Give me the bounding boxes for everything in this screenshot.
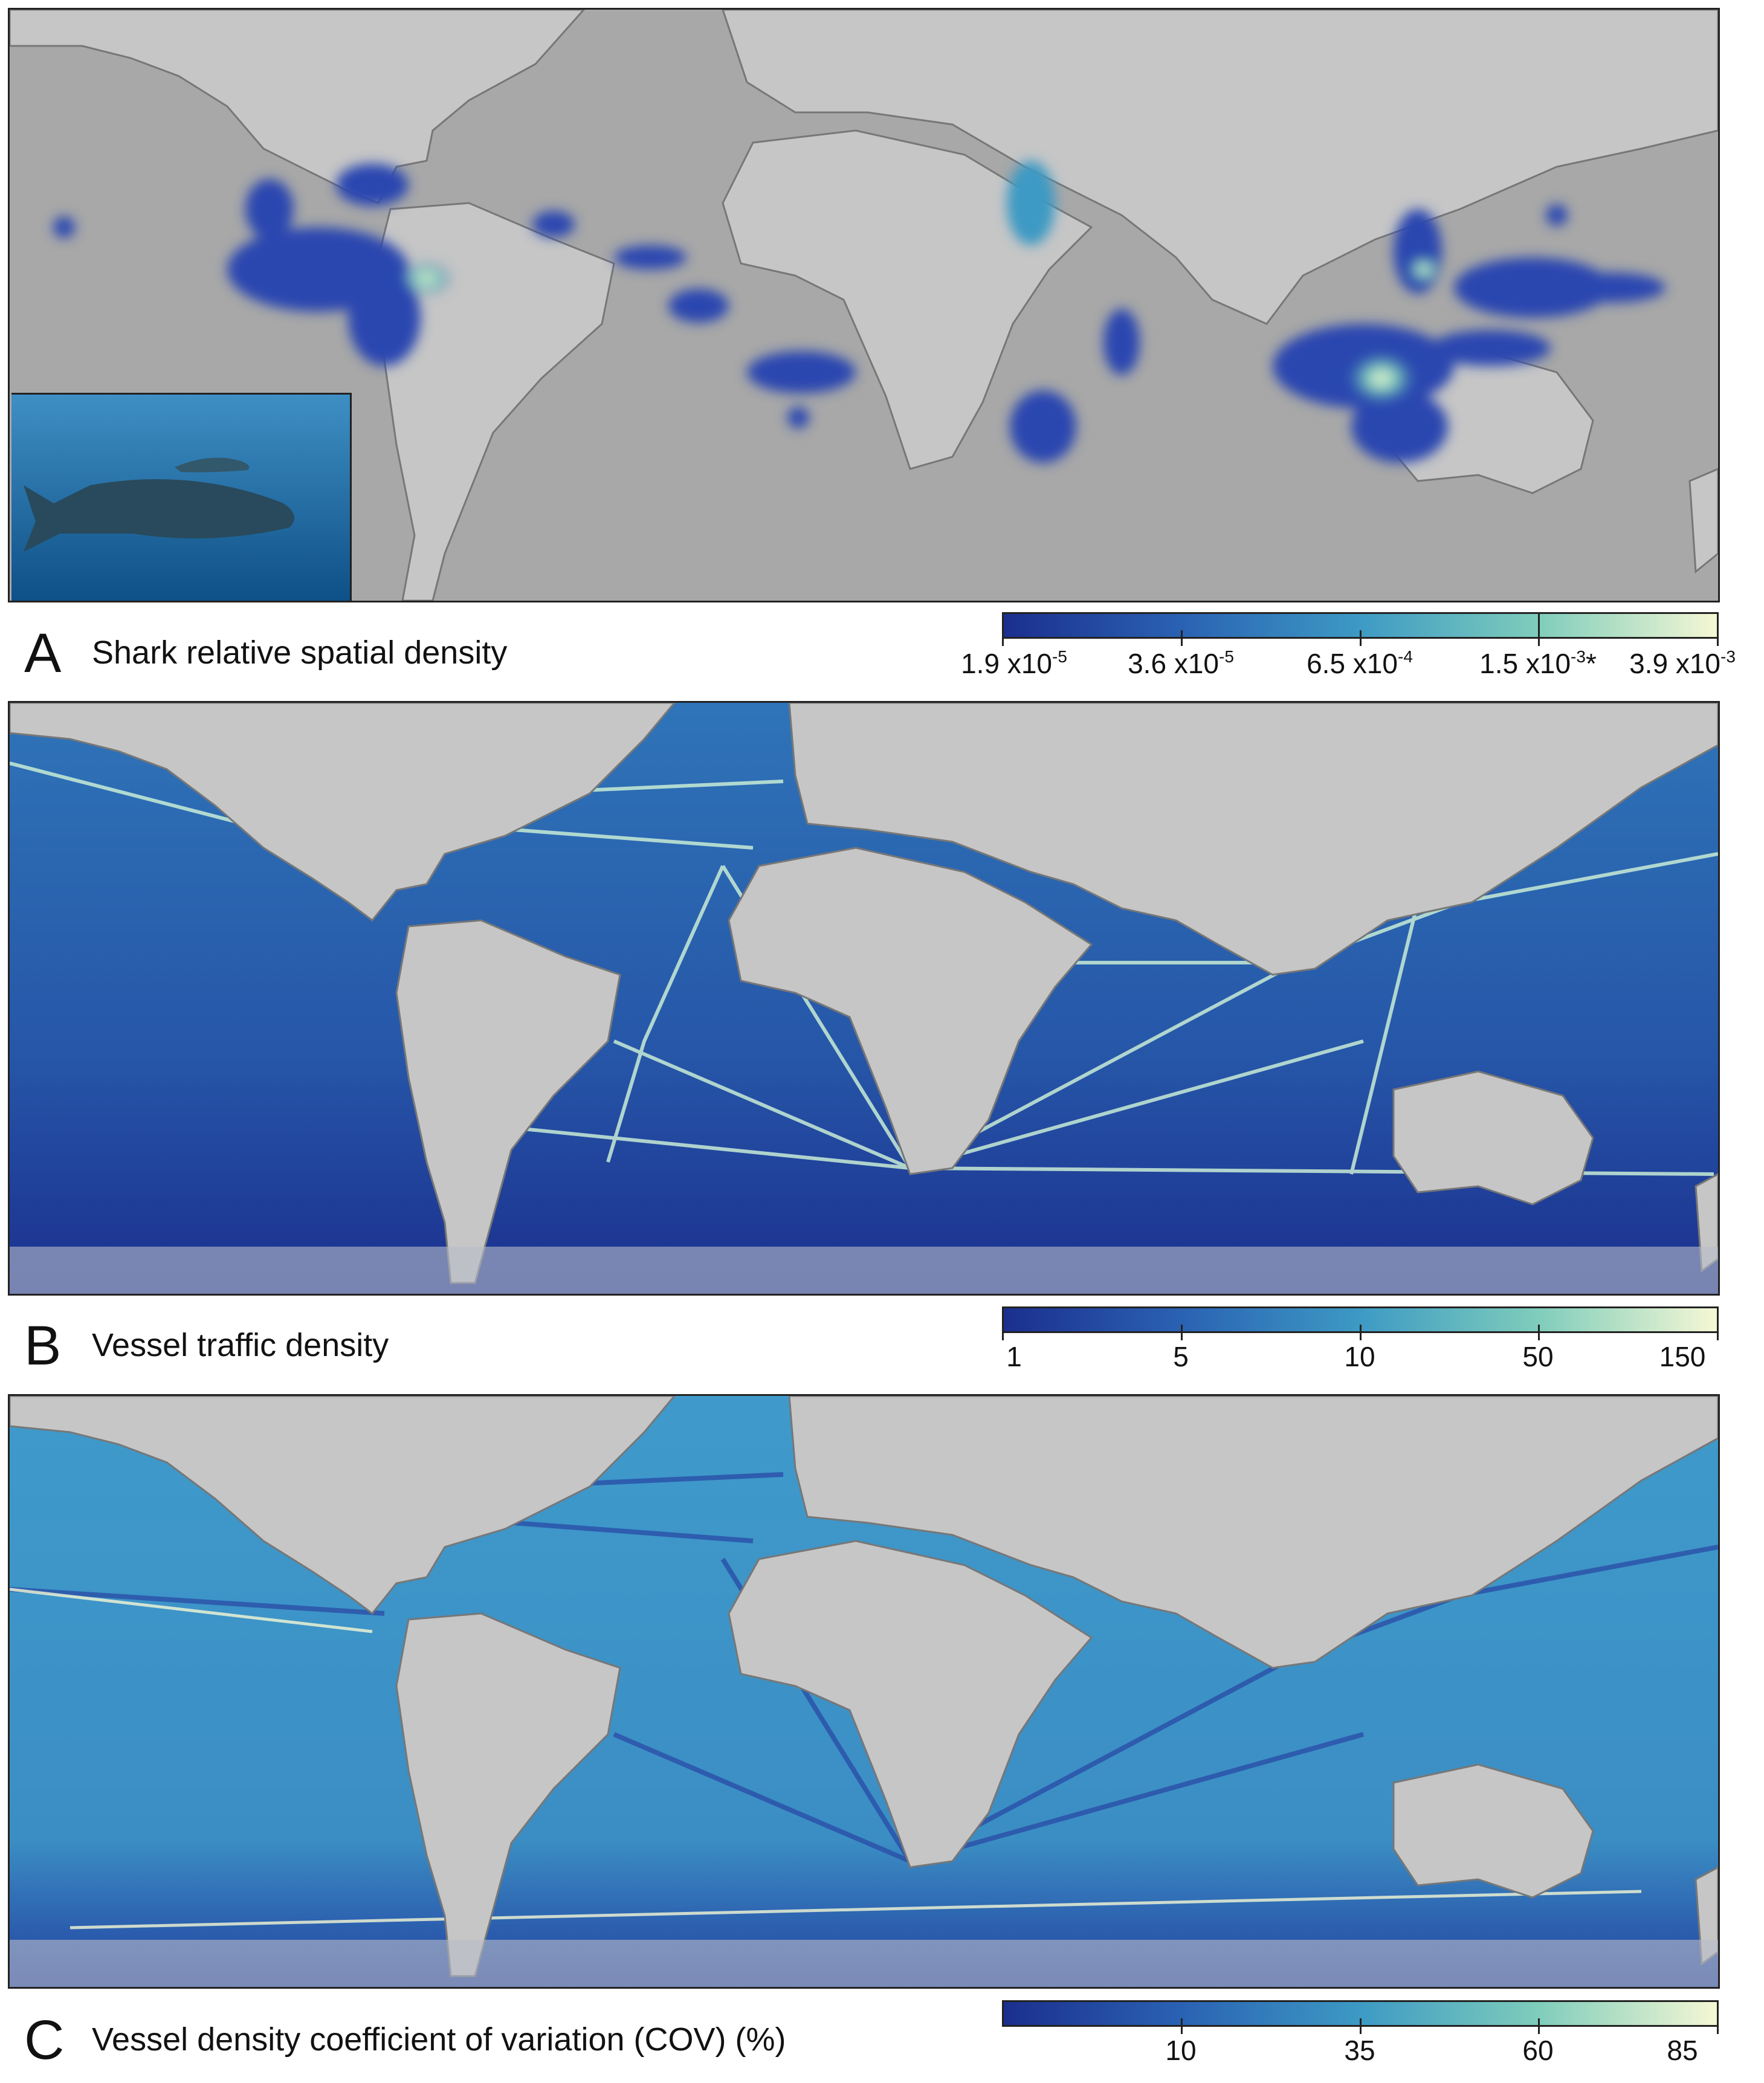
map-vessel-traffic (8, 701, 1720, 1296)
colorbar-tick-label: 10 (1165, 2036, 1196, 2064)
colorbar-tick-label: 1 (1006, 1343, 1022, 1371)
colorbar-tick (1360, 630, 1362, 646)
high-variation-streaks (10, 1587, 1642, 1930)
colorbar-tick (1181, 1325, 1183, 1340)
map-vessel-cov (8, 1394, 1720, 1989)
colorbar-a-ticks: 1.9 x10-5 3.6 x10-5 6.5 x10-4 1.5 x10-3* 3.9… (961, 612, 1736, 677)
colorbar-tick-label: 1.9 x10-5 (961, 647, 1067, 679)
colorbar-tick-label: 60 (1522, 2036, 1553, 2064)
tick-label-base: 10 (1344, 1341, 1375, 1372)
map-c-graphic (10, 1396, 1718, 1987)
panel-caption-a: Shark relative spatial density (92, 635, 508, 671)
colorbar-tick-label: 3.9 x10-3 (1629, 647, 1736, 679)
panel-caption-b: Vessel traffic density (92, 1327, 389, 1363)
tick-label-exponent: -3 (1571, 647, 1586, 666)
panel-letter-b: B (24, 1315, 62, 1377)
antarctic-ice (10, 1247, 1718, 1294)
tick-label-base: 1 (1006, 1341, 1022, 1372)
colorbar-tick (1181, 630, 1183, 646)
panel-letter-a: A (24, 622, 62, 684)
map-b-graphic (10, 703, 1718, 1294)
colorbar-tick-label: 35 (1344, 2036, 1375, 2064)
tick-label-exponent: -5 (1052, 647, 1067, 666)
whale-shark-photo (11, 393, 352, 601)
colorbar-tick-label: 150 (1659, 1343, 1706, 1371)
antarctic-ice (10, 1940, 1718, 1987)
tick-label-base: 50 (1522, 1341, 1554, 1372)
colorbar-tick (1717, 2018, 1719, 2034)
tick-label-base: 1.5 x10 (1479, 648, 1571, 679)
colorbar-tick (1002, 630, 1004, 646)
tick-label-base: 10 (1165, 2035, 1197, 2066)
tick-label-base: 60 (1522, 2035, 1554, 2066)
colorbar-tick-label: 85 (1667, 2036, 1698, 2064)
colorbar-tick (1538, 1325, 1540, 1340)
tick-label-base: 35 (1344, 2035, 1375, 2066)
colorbar-tick (1717, 630, 1719, 646)
panel-letter-c: C (24, 2009, 65, 2071)
tick-label-exponent: -3 (1720, 647, 1736, 666)
colorbar-tick (1538, 2018, 1540, 2034)
land-masses (10, 703, 1718, 1284)
map-shark-density (8, 8, 1720, 602)
tick-label-base: 6.5 x10 (1307, 648, 1398, 679)
colorbar-b-ticks: 1 5 10 50 150 (1002, 1325, 1719, 1371)
panel-caption-c: Vessel density coefficient of variation … (92, 2021, 786, 2058)
tick-label-base: 85 (1667, 2035, 1698, 2066)
tick-label-base: 1.9 x10 (961, 648, 1052, 679)
colorbar-tick-label: 3.6 x10-5 (1128, 647, 1234, 679)
colorbar-tick (1181, 2018, 1183, 2034)
tick-label-exponent: -4 (1398, 647, 1413, 666)
tick-label-base: 5 (1173, 1341, 1189, 1372)
colorbar-threshold-marker (1538, 612, 1540, 639)
colorbar-tick-label: 6.5 x10-4 (1307, 647, 1413, 679)
colorbar-tick-label: 1.5 x10-3* (1479, 647, 1597, 679)
tick-label-exponent: -5 (1219, 647, 1234, 666)
colorbar-c-ticks: 10 35 60 85 (1002, 2018, 1719, 2064)
tick-label-base: 3.6 x10 (1128, 648, 1219, 679)
colorbar-tick (1360, 1325, 1362, 1340)
colorbar-tick-label: 10 (1344, 1343, 1375, 1371)
colorbar-tick (1002, 1325, 1004, 1340)
colorbar-tick (1360, 2018, 1362, 2034)
tick-label-suffix: * (1585, 648, 1597, 679)
colorbar-tick (1717, 1325, 1719, 1340)
colorbar-tick-label: 5 (1173, 1343, 1189, 1371)
tick-label-base: 3.9 x10 (1629, 648, 1720, 679)
shark-density-blobs (53, 161, 1665, 463)
colorbar-tick-label: 50 (1522, 1343, 1553, 1371)
land-masses (10, 10, 1718, 601)
tick-label-base: 150 (1659, 1341, 1706, 1372)
